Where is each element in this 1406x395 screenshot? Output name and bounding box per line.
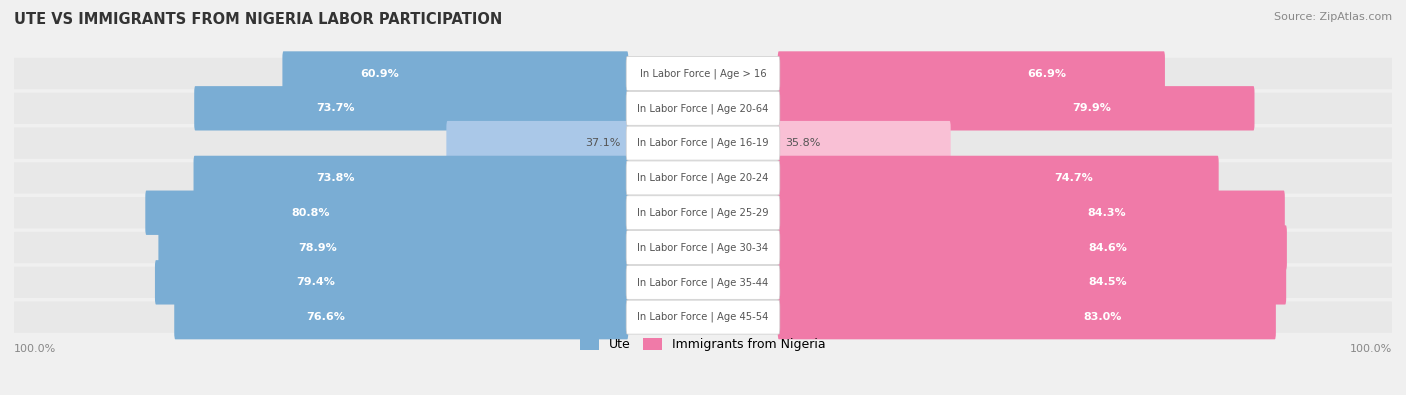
FancyBboxPatch shape	[14, 162, 1392, 194]
Text: 73.7%: 73.7%	[316, 103, 354, 113]
FancyBboxPatch shape	[194, 156, 628, 200]
Text: In Labor Force | Age 45-54: In Labor Force | Age 45-54	[637, 312, 769, 322]
FancyBboxPatch shape	[14, 93, 1392, 124]
Text: 100.0%: 100.0%	[1350, 344, 1392, 354]
Text: 73.8%: 73.8%	[316, 173, 354, 183]
Text: In Labor Force | Age 25-29: In Labor Force | Age 25-29	[637, 207, 769, 218]
Text: In Labor Force | Age 35-44: In Labor Force | Age 35-44	[637, 277, 769, 288]
FancyBboxPatch shape	[626, 231, 780, 265]
FancyBboxPatch shape	[778, 121, 950, 165]
Text: 80.8%: 80.8%	[291, 208, 330, 218]
FancyBboxPatch shape	[778, 260, 1286, 305]
FancyBboxPatch shape	[778, 51, 1166, 96]
Text: 84.6%: 84.6%	[1088, 243, 1128, 252]
FancyBboxPatch shape	[14, 267, 1392, 298]
Text: 74.7%: 74.7%	[1054, 173, 1094, 183]
Text: 76.6%: 76.6%	[307, 312, 344, 322]
Text: 79.9%: 79.9%	[1073, 103, 1111, 113]
Text: 84.5%: 84.5%	[1088, 277, 1128, 287]
FancyBboxPatch shape	[626, 300, 780, 334]
Text: 35.8%: 35.8%	[786, 138, 821, 148]
FancyBboxPatch shape	[14, 301, 1392, 333]
Legend: Ute, Immigrants from Nigeria: Ute, Immigrants from Nigeria	[575, 333, 831, 356]
Text: 83.0%: 83.0%	[1084, 312, 1122, 322]
FancyBboxPatch shape	[14, 58, 1392, 89]
FancyBboxPatch shape	[14, 128, 1392, 159]
FancyBboxPatch shape	[778, 295, 1275, 339]
Text: 100.0%: 100.0%	[14, 344, 56, 354]
Text: 66.9%: 66.9%	[1028, 68, 1067, 79]
FancyBboxPatch shape	[778, 156, 1219, 200]
Text: 78.9%: 78.9%	[298, 243, 337, 252]
Text: 79.4%: 79.4%	[297, 277, 335, 287]
FancyBboxPatch shape	[14, 232, 1392, 263]
FancyBboxPatch shape	[145, 190, 628, 235]
Text: 60.9%: 60.9%	[360, 68, 399, 79]
FancyBboxPatch shape	[159, 225, 628, 270]
Text: In Labor Force | Age > 16: In Labor Force | Age > 16	[640, 68, 766, 79]
FancyBboxPatch shape	[778, 86, 1254, 130]
Text: 37.1%: 37.1%	[585, 138, 620, 148]
FancyBboxPatch shape	[194, 86, 628, 130]
Text: In Labor Force | Age 30-34: In Labor Force | Age 30-34	[637, 242, 769, 253]
FancyBboxPatch shape	[778, 225, 1286, 270]
Text: In Labor Force | Age 16-19: In Labor Force | Age 16-19	[637, 138, 769, 149]
FancyBboxPatch shape	[626, 161, 780, 195]
FancyBboxPatch shape	[626, 91, 780, 125]
Text: UTE VS IMMIGRANTS FROM NIGERIA LABOR PARTICIPATION: UTE VS IMMIGRANTS FROM NIGERIA LABOR PAR…	[14, 12, 502, 27]
Text: In Labor Force | Age 20-64: In Labor Force | Age 20-64	[637, 103, 769, 113]
FancyBboxPatch shape	[626, 265, 780, 299]
FancyBboxPatch shape	[155, 260, 628, 305]
FancyBboxPatch shape	[778, 190, 1285, 235]
FancyBboxPatch shape	[626, 56, 780, 90]
FancyBboxPatch shape	[14, 197, 1392, 228]
FancyBboxPatch shape	[626, 196, 780, 230]
FancyBboxPatch shape	[174, 295, 628, 339]
FancyBboxPatch shape	[446, 121, 628, 165]
Text: In Labor Force | Age 20-24: In Labor Force | Age 20-24	[637, 173, 769, 183]
Text: Source: ZipAtlas.com: Source: ZipAtlas.com	[1274, 12, 1392, 22]
FancyBboxPatch shape	[626, 126, 780, 160]
Text: 84.3%: 84.3%	[1088, 208, 1126, 218]
FancyBboxPatch shape	[283, 51, 628, 96]
